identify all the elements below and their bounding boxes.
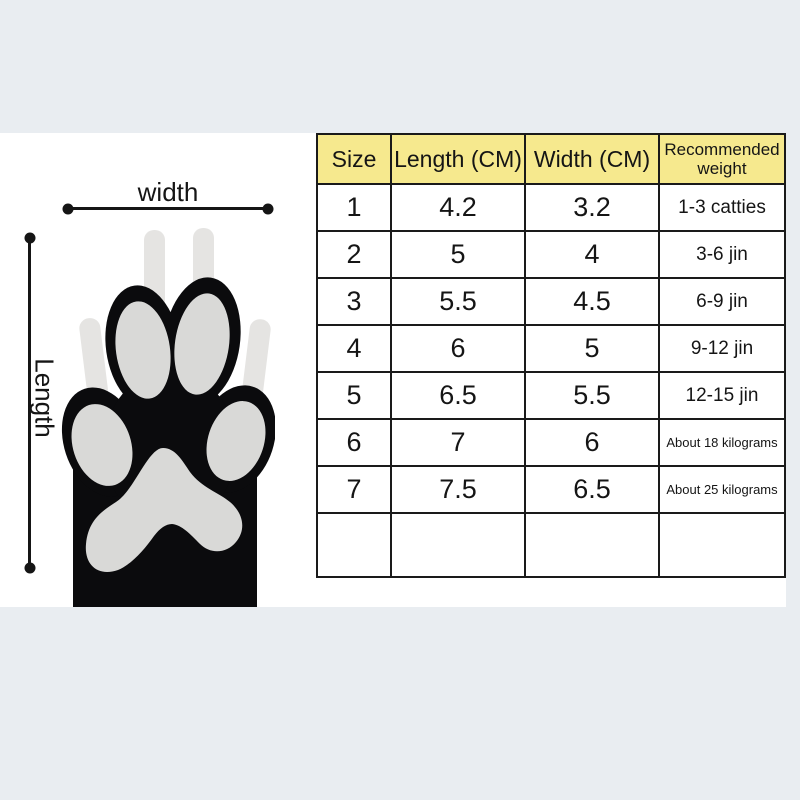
cell-width: 5.5 bbox=[524, 371, 660, 420]
paw-claw bbox=[79, 318, 108, 400]
cell-weight: 1-3 catties bbox=[658, 183, 786, 232]
paw-main-pad bbox=[85, 448, 243, 573]
cell-width: 3.2 bbox=[524, 183, 660, 232]
paw-claw bbox=[242, 319, 271, 401]
table-row: 3 5.5 4.5 6-9 jin bbox=[316, 277, 786, 326]
cell-weight: 9-12 jin bbox=[658, 324, 786, 373]
cell-length: 7 bbox=[390, 418, 526, 467]
col-header-length: Length (CM) bbox=[390, 133, 526, 185]
cell-width: 4 bbox=[524, 230, 660, 279]
cell-size: 1 bbox=[316, 183, 392, 232]
cell-size: 5 bbox=[316, 371, 392, 420]
cell-width bbox=[524, 512, 660, 578]
line-endpoint-dot bbox=[262, 203, 274, 214]
table-row-empty bbox=[316, 512, 786, 578]
cell-width: 6.5 bbox=[524, 465, 660, 514]
paw-toe-pads bbox=[71, 293, 266, 573]
cell-size: 3 bbox=[316, 277, 392, 326]
cell-weight: About 18 kilograms bbox=[658, 418, 786, 467]
cell-length: 4.2 bbox=[390, 183, 526, 232]
table-row: 1 4.2 3.2 1-3 catties bbox=[316, 183, 786, 232]
col-header-size: Size bbox=[316, 133, 392, 185]
col-header-weight: Recommended weight bbox=[658, 133, 786, 185]
cell-width: 6 bbox=[524, 418, 660, 467]
cell-length: 5 bbox=[390, 230, 526, 279]
dog-paw-illustration bbox=[61, 228, 275, 607]
table-row: 6 7 6 About 18 kilograms bbox=[316, 418, 786, 467]
line-endpoint-dot bbox=[24, 562, 35, 574]
cell-size: 4 bbox=[316, 324, 392, 373]
cell-size: 6 bbox=[316, 418, 392, 467]
cell-size: 2 bbox=[316, 230, 392, 279]
cell-width: 4.5 bbox=[524, 277, 660, 326]
table-header-row: Size Length (CM) Width (CM) Recommended … bbox=[316, 133, 786, 185]
table-row: 4 6 5 9-12 jin bbox=[316, 324, 786, 373]
cell-length bbox=[390, 512, 526, 578]
cell-weight: About 25 kilograms bbox=[658, 465, 786, 514]
line-endpoint-dot bbox=[62, 203, 74, 214]
cell-size bbox=[316, 512, 392, 578]
cell-length: 6 bbox=[390, 324, 526, 373]
col-header-width: Width (CM) bbox=[524, 133, 660, 185]
line-endpoint-dot bbox=[24, 232, 35, 244]
cell-size: 7 bbox=[316, 465, 392, 514]
length-dimension-line bbox=[24, 232, 35, 574]
table-row: 7 7.5 6.5 About 25 kilograms bbox=[316, 465, 786, 514]
cell-length: 6.5 bbox=[390, 371, 526, 420]
table-row: 5 6.5 5.5 12-15 jin bbox=[316, 371, 786, 420]
cell-length: 7.5 bbox=[390, 465, 526, 514]
table-row: 2 5 4 3-6 jin bbox=[316, 230, 786, 279]
cell-width: 5 bbox=[524, 324, 660, 373]
length-dimension-label: Length bbox=[29, 358, 60, 438]
cell-weight: 3-6 jin bbox=[658, 230, 786, 279]
cell-weight: 6-9 jin bbox=[658, 277, 786, 326]
cell-weight bbox=[658, 512, 786, 578]
cell-weight: 12-15 jin bbox=[658, 371, 786, 420]
width-dimension-label: width bbox=[137, 177, 199, 207]
size-table: Size Length (CM) Width (CM) Recommended … bbox=[316, 133, 786, 578]
width-dimension-line bbox=[62, 203, 274, 214]
cell-length: 5.5 bbox=[390, 277, 526, 326]
